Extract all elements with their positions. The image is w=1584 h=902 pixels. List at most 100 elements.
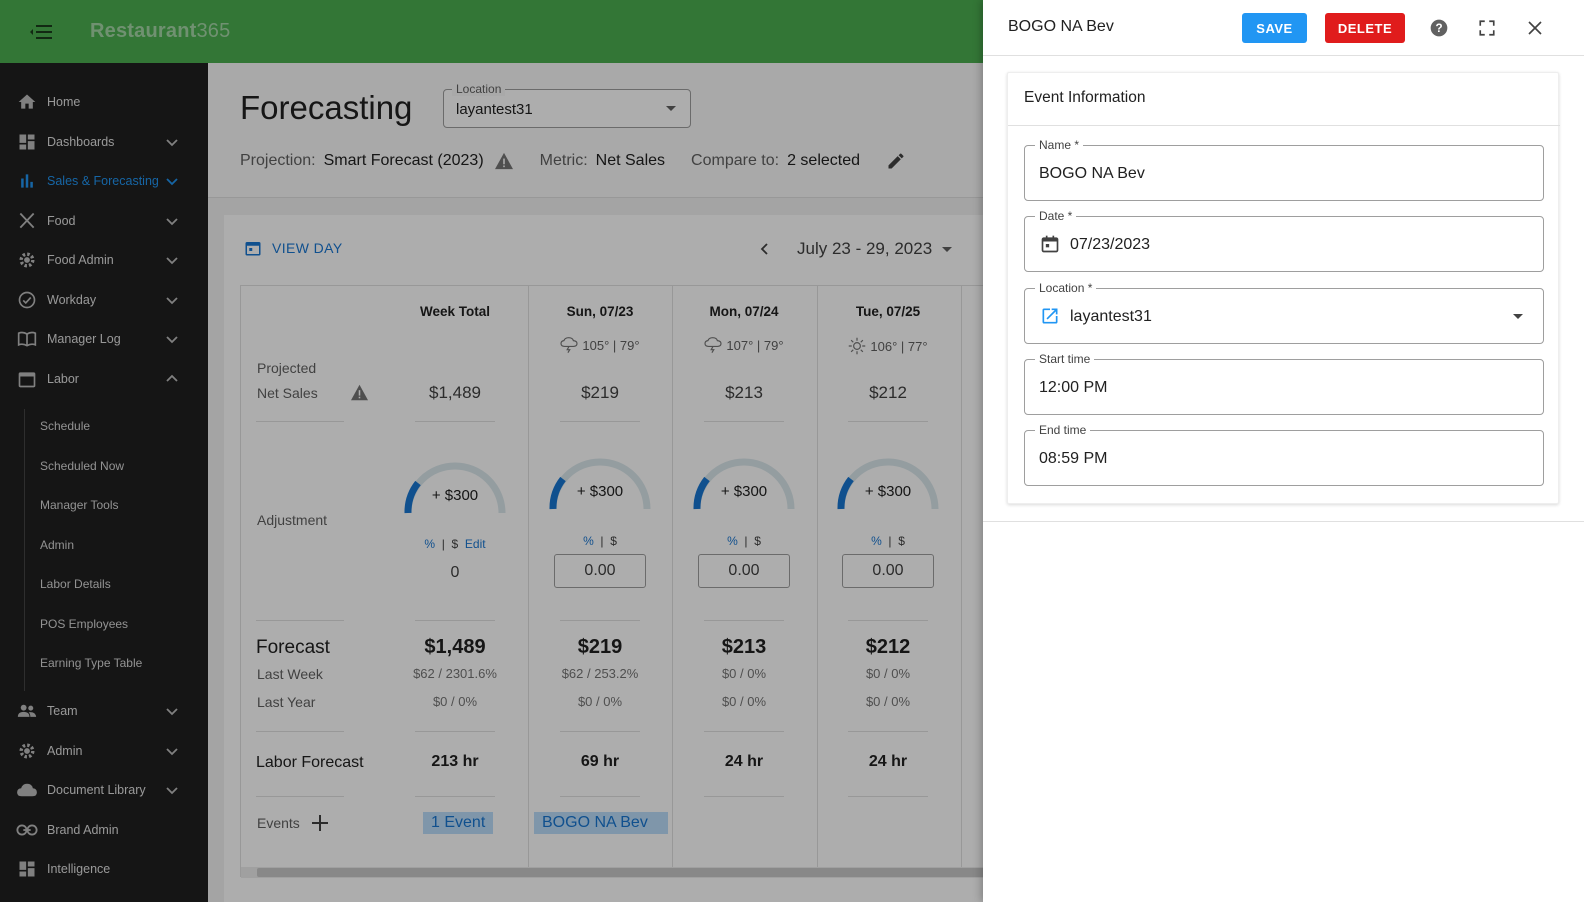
sidebar-item-admin[interactable]: Admin [0,731,208,771]
row-divider [848,421,928,422]
adjustment-gauge [549,458,651,510]
sidebar-subitem-scheduled-now[interactable]: Scheduled Now [40,459,125,473]
field-value: BOGO NA Bev [1039,165,1145,182]
adjustment-amount: + $300 [431,487,479,504]
last-week-value: $62 / 2301.6% [413,666,497,681]
open-external-icon[interactable] [1039,305,1061,327]
sidebar-item-label: Brand Admin [47,823,119,837]
calendar-icon[interactable] [1039,233,1061,255]
percent-mode-link[interactable]: % [424,537,436,551]
dropdown-caret-icon[interactable] [942,246,953,252]
sidebar-item-dashboards[interactable]: Dashboards [0,122,208,162]
sidebar-subitem-admin[interactable]: Admin [40,538,75,552]
event-name-field[interactable]: Name * BOGO NA Bev [1024,138,1544,201]
gear-icon [15,248,39,272]
column-header-mon: Mon, 07/24 [709,304,779,319]
event-end-time-field[interactable]: End time 08:59 PM [1024,423,1544,486]
dashboard-icon [15,857,39,881]
event-start-time-field[interactable]: Start time 12:00 PM [1024,352,1544,415]
sidebar-item-brand-admin[interactable]: Brand Admin [0,810,208,850]
warning-icon [494,152,513,170]
last-week-value: $0 / 0% [865,666,911,681]
edit-adjustment-link[interactable]: Edit [464,537,486,551]
fullscreen-icon [1479,20,1495,36]
scrollbar-thumb[interactable] [257,868,1557,877]
labor-forecast-value: 69 hr [580,753,620,770]
week-range-label[interactable]: July 23 - 29, 2023 [797,239,933,258]
row-divider [560,620,640,621]
last-year-value: $0 / 0% [577,694,623,709]
sidebar-item-manager-log[interactable]: Manager Log [0,319,208,359]
sidebar-item-food-admin[interactable]: Food Admin [0,240,208,280]
dollar-mode-link[interactable]: $ [898,534,905,548]
help-button[interactable]: ? [1427,16,1451,40]
previous-week-button[interactable] [753,237,777,261]
gear-icon [15,739,39,763]
sidebar-subitem-labor-details[interactable]: Labor Details [40,577,111,591]
delete-button[interactable]: DELETE [1325,13,1405,43]
sidebar-item-document-library[interactable]: Document Library [0,770,208,810]
save-button[interactable]: SAVE [1242,13,1307,43]
column-divider [672,285,673,877]
sidebar-item-label: Labor [47,372,79,386]
sidebar-subitem-schedule[interactable]: Schedule [40,419,91,433]
check-circle-icon [15,288,39,312]
sidebar-item-food[interactable]: Food [0,201,208,241]
percent-mode-link[interactable]: % [871,534,882,548]
row-label-events-text: Events [257,815,300,831]
event-date-field[interactable]: Date * 07/23/2023 [1024,209,1544,272]
sidebar-item-labor[interactable]: Labor [0,359,208,399]
forecast-value: $219 [577,636,623,658]
dollar-mode-link[interactable]: $ [610,534,617,548]
dollar-mode-link[interactable]: $ [451,537,459,551]
edit-pencil-icon[interactable] [886,151,906,171]
cloud-icon [15,778,39,802]
sidebar-item-label: Sales & Forecasting [47,174,159,188]
hamburger-icon [30,24,52,39]
projected-value: $219 [581,383,619,402]
brand-logo[interactable]: Restaurant365 [90,20,230,43]
row-divider [848,620,928,621]
adjustment-mode-links: % | $ [535,534,665,548]
row-divider [415,796,495,797]
sidebar-item-workday[interactable]: Workday [0,280,208,320]
event-count-chip[interactable]: 1 Event [423,812,494,834]
adjustment-input[interactable]: 0.00 [554,554,646,588]
horizontal-scrollbar[interactable] [241,867,1584,878]
location-select[interactable]: Location layantest31 [443,82,691,128]
fullscreen-button[interactable] [1475,16,1499,40]
sidebar-item-home[interactable]: Home [0,82,208,122]
close-button[interactable] [1523,16,1547,40]
sidebar-subitem-manager-tools[interactable]: Manager Tools [40,498,119,512]
dollar-mode-link[interactable]: $ [754,534,761,548]
location-select-label: Location [452,82,506,96]
sidebar-item-label: Team [47,704,78,718]
storm-cloud-icon [560,337,579,353]
add-event-icon[interactable] [311,815,328,831]
sidebar-item-sales-forecasting[interactable]: Sales & Forecasting [0,161,208,201]
row-divider [256,731,344,732]
adjustment-value: 0 [450,564,460,581]
adjustment-input[interactable]: 0.00 [698,554,790,588]
percent-mode-link[interactable]: % [583,534,594,548]
chevron-down-icon [166,218,178,226]
event-chip[interactable]: BOGO NA Bev [534,812,668,834]
dropdown-caret-icon[interactable] [1513,314,1523,319]
row-label-last-year: Last Year [257,694,316,710]
sidebar-item-intelligence[interactable]: Intelligence [0,849,208,889]
close-icon [1528,21,1542,35]
forecast-value: $1,489 [424,636,486,658]
weather-temps: 105° | 79° [582,337,640,353]
sidebar-item-label: Workday [47,293,97,307]
last-week-value: $62 / 253.2% [561,666,639,681]
sidebar-item-team[interactable]: Team [0,691,208,731]
menu-toggle-button[interactable] [18,8,66,56]
sidebar-subitem-pos-employees[interactable]: POS Employees [40,617,129,631]
event-location-field[interactable]: Location * layantest31 [1024,281,1544,344]
field-label: Name * [1035,138,1084,152]
adjustment-input[interactable]: 0.00 [842,554,934,588]
sidebar-subitem-earning-type-table[interactable]: Earning Type Table [40,656,143,670]
percent-mode-link[interactable]: % [727,534,738,548]
row-label-events: Events [257,815,328,831]
view-day-button[interactable]: VIEW DAY [244,239,343,257]
